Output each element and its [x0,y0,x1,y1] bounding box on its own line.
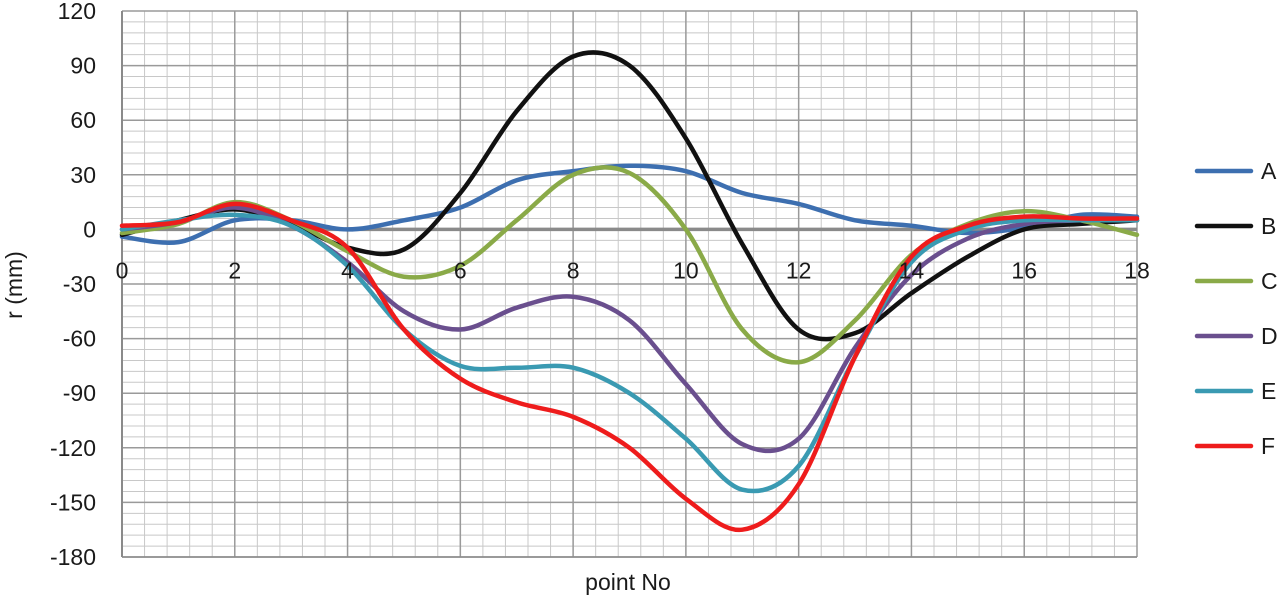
x-tick-label: 10 [673,257,699,283]
x-tick-label: 18 [1124,257,1150,283]
legend-label: A [1261,158,1277,184]
y-tick-label: 30 [70,162,96,188]
series-line-e [119,212,1140,494]
grid [121,10,1138,558]
x-tick-label: 12 [786,257,812,283]
legend-item-a: A [1194,158,1277,184]
series-lines [119,50,1140,532]
y-tick-label: 120 [58,0,96,24]
legend-item-b: B [1194,213,1276,239]
y-tick-label: -90 [63,380,96,406]
legend-label: E [1261,378,1276,404]
x-tick-label: 4 [341,257,354,283]
y-tick-label: -150 [50,489,96,515]
legend-label: D [1261,323,1278,349]
series-line-f [119,201,1140,532]
legend-item-f: F [1194,433,1275,459]
x-axis-title: point No [585,569,671,595]
y-tick-label: 0 [83,216,96,242]
legend-label: B [1261,213,1276,239]
x-tick-label: 8 [567,257,580,283]
y-tick-label: -60 [63,326,96,352]
y-axis-title: r (mm) [1,251,27,319]
y-tick-labels: 120 90 60 30 0 -30 -60 -90 -120 -150 -180 [50,0,96,570]
x-tick-label: 14 [899,257,925,283]
legend: A B C D E F [1194,158,1278,459]
x-tick-label: 6 [454,257,467,283]
x-tick-label: 2 [228,257,241,283]
y-tick-label: -180 [50,544,96,570]
x-tick-labels: 0 2 4 6 8 10 12 14 16 18 [116,257,1150,283]
x-tick-label: 16 [1011,257,1037,283]
legend-label: F [1261,433,1275,459]
legend-item-e: E [1194,378,1276,404]
series-line-b [119,50,1140,342]
legend-item-c: C [1194,268,1278,294]
y-tick-label: 90 [70,53,96,79]
y-tick-label: -120 [50,435,96,461]
legend-label: C [1261,268,1278,294]
x-tick-label: 0 [116,257,129,283]
series-line-d [119,205,1140,454]
y-tick-label: -30 [63,271,96,297]
y-tick-label: 60 [70,107,96,133]
legend-item-d: D [1194,323,1278,349]
